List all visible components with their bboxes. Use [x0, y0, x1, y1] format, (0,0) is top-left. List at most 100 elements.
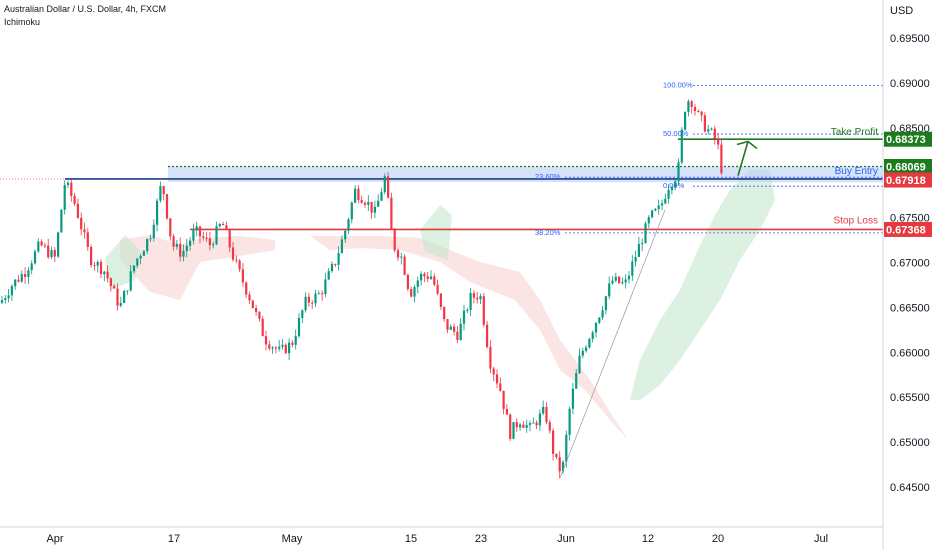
- candle-body: [482, 296, 485, 325]
- candle-body: [195, 226, 198, 231]
- candle-body: [99, 261, 103, 275]
- buy-entry-badge-text: 0.68069: [886, 162, 926, 174]
- candle-body: [10, 286, 13, 296]
- candle-body: [288, 342, 291, 354]
- candle-body: [96, 261, 99, 266]
- candle-body: [350, 202, 353, 220]
- y-tick-label: 0.66500: [890, 302, 930, 314]
- candle-body: [73, 195, 76, 204]
- candle-body: [33, 251, 37, 264]
- candle-body: [627, 275, 631, 280]
- candle-body: [20, 274, 23, 282]
- candle-body: [670, 187, 673, 190]
- candle-body: [202, 236, 205, 238]
- candle-body: [581, 350, 584, 356]
- candle-body: [489, 346, 492, 369]
- candle-body: [462, 310, 466, 324]
- candle-body: [334, 263, 337, 265]
- candle-body: [43, 245, 46, 247]
- candle-body: [561, 461, 565, 472]
- y-tick-label: 0.65000: [890, 437, 930, 449]
- candle-body: [528, 422, 532, 425]
- x-tick-label: May: [282, 533, 303, 545]
- candle-body: [24, 274, 27, 277]
- candle-body: [664, 198, 667, 204]
- candle-body: [330, 263, 334, 272]
- candle-body: [406, 274, 409, 289]
- candle-body: [637, 244, 640, 257]
- candle-body: [598, 317, 601, 323]
- candle-body: [707, 129, 710, 132]
- fib-label: 100.00%: [663, 81, 693, 90]
- candle-body: [278, 346, 281, 349]
- candle-body: [261, 318, 264, 337]
- candle-body: [30, 263, 33, 271]
- candle-body: [241, 269, 244, 283]
- candle-body: [228, 229, 231, 248]
- candle-body: [618, 276, 621, 284]
- candle-body: [63, 185, 66, 210]
- candle-body: [377, 200, 380, 207]
- candle-body: [578, 355, 581, 374]
- candle-body: [608, 283, 611, 297]
- candle-body: [27, 270, 30, 277]
- stop-loss-label: Stop Loss: [834, 215, 878, 226]
- price-levels: 100.00% 50.00% 23.60% 0.00% 38.20%: [0, 81, 883, 237]
- currency-label: USD: [890, 5, 913, 17]
- candle-body: [268, 344, 271, 349]
- candle-body: [225, 225, 228, 230]
- candle-body: [621, 282, 624, 284]
- x-tick-label: 17: [168, 533, 180, 545]
- y-tick-label: 0.64500: [890, 482, 930, 494]
- fib-label: 23.60%: [535, 172, 561, 181]
- chart-title: Australian Dollar / U.S. Dollar, 4h, FXC…: [4, 4, 167, 14]
- candle-body: [235, 259, 238, 261]
- candle-body: [548, 422, 551, 431]
- candle-body: [90, 246, 93, 265]
- candle-body: [119, 302, 122, 306]
- candle-body: [360, 199, 363, 203]
- candles: [0, 99, 723, 479]
- indicator-label: Ichimoku: [4, 17, 41, 27]
- candle-body: [57, 232, 60, 257]
- take-profit-badge-bg: [884, 131, 932, 147]
- candle-body: [136, 258, 139, 266]
- candle-body: [449, 326, 452, 330]
- candle-body: [103, 271, 106, 275]
- buy-entry-label: Buy Entry: [835, 166, 878, 177]
- candle-body: [139, 255, 142, 259]
- candle-body: [443, 306, 446, 320]
- bearish-cloud: [120, 235, 628, 440]
- candle-body: [495, 374, 499, 384]
- candle-body: [255, 308, 258, 312]
- fib-label: 50.00%: [663, 129, 689, 138]
- candle-body: [710, 128, 713, 130]
- candle-body: [654, 208, 657, 211]
- candle-body: [476, 297, 479, 300]
- candle-body: [70, 182, 73, 196]
- candle-body: [429, 276, 433, 280]
- candle-body: [393, 228, 396, 251]
- candle-body: [512, 422, 515, 439]
- candle-body: [588, 338, 591, 348]
- y-tick-label: 0.69000: [890, 78, 930, 90]
- candle-body: [373, 206, 376, 213]
- candle-body: [439, 293, 442, 307]
- candle-body: [205, 237, 208, 239]
- candle-body: [198, 226, 202, 237]
- candle-body: [423, 273, 426, 277]
- candle-body: [53, 250, 56, 257]
- candle-body: [367, 201, 370, 205]
- candle-body: [4, 298, 7, 301]
- candle-body: [370, 201, 373, 213]
- candle-body: [109, 278, 112, 286]
- candle-body: [660, 203, 664, 206]
- candle-body: [47, 245, 50, 258]
- candle-body: [304, 296, 307, 311]
- candle-body: [545, 406, 548, 423]
- candle-body: [687, 101, 690, 113]
- y-tick-label: 0.67500: [890, 213, 930, 225]
- candle-body: [159, 186, 162, 201]
